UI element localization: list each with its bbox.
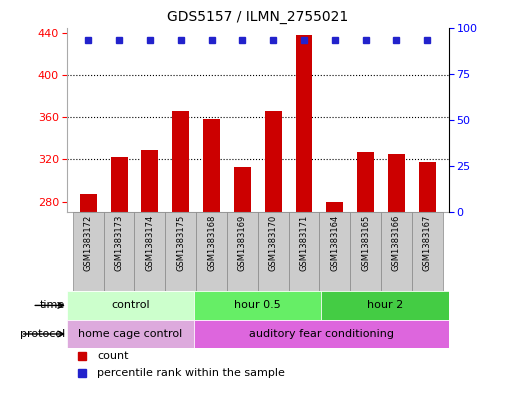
Bar bbox=[67, 291, 194, 320]
Bar bbox=[172, 111, 189, 212]
Text: GSM1383173: GSM1383173 bbox=[114, 215, 124, 271]
Text: GSM1383172: GSM1383172 bbox=[84, 215, 93, 271]
Bar bbox=[104, 212, 134, 291]
Bar bbox=[388, 154, 405, 212]
Bar bbox=[194, 320, 449, 348]
Bar bbox=[196, 212, 227, 291]
Bar bbox=[165, 212, 196, 291]
Bar bbox=[350, 212, 381, 291]
Bar bbox=[289, 212, 320, 291]
Text: time: time bbox=[40, 300, 65, 310]
Text: GSM1383175: GSM1383175 bbox=[176, 215, 185, 271]
Bar bbox=[142, 150, 159, 212]
Bar bbox=[67, 320, 194, 348]
Text: GSM1383166: GSM1383166 bbox=[392, 215, 401, 271]
Text: protocol: protocol bbox=[19, 329, 65, 339]
Bar bbox=[258, 212, 289, 291]
Text: GSM1383164: GSM1383164 bbox=[330, 215, 339, 271]
Text: GSM1383171: GSM1383171 bbox=[300, 215, 308, 271]
Bar bbox=[234, 167, 251, 212]
Text: hour 2: hour 2 bbox=[367, 300, 403, 310]
Bar bbox=[203, 119, 220, 212]
Bar bbox=[80, 194, 97, 212]
Text: GSM1383169: GSM1383169 bbox=[238, 215, 247, 271]
Bar bbox=[134, 212, 165, 291]
Text: percentile rank within the sample: percentile rank within the sample bbox=[97, 367, 285, 378]
Text: GSM1383174: GSM1383174 bbox=[145, 215, 154, 271]
Bar bbox=[419, 162, 436, 212]
Bar bbox=[73, 212, 104, 291]
Text: GSM1383167: GSM1383167 bbox=[423, 215, 432, 271]
Bar bbox=[322, 291, 449, 320]
Text: hour 0.5: hour 0.5 bbox=[234, 300, 281, 310]
Bar bbox=[194, 291, 322, 320]
Bar bbox=[381, 212, 412, 291]
Title: GDS5157 / ILMN_2755021: GDS5157 / ILMN_2755021 bbox=[167, 10, 348, 24]
Text: GSM1383168: GSM1383168 bbox=[207, 215, 216, 271]
Text: GSM1383165: GSM1383165 bbox=[361, 215, 370, 271]
Text: count: count bbox=[97, 351, 129, 360]
Bar bbox=[295, 35, 312, 212]
Bar bbox=[111, 157, 128, 212]
Text: auditory fear conditioning: auditory fear conditioning bbox=[249, 329, 394, 339]
Bar bbox=[320, 212, 350, 291]
Bar bbox=[357, 152, 374, 212]
Bar bbox=[227, 212, 258, 291]
Text: GSM1383170: GSM1383170 bbox=[269, 215, 278, 271]
Bar bbox=[326, 202, 343, 212]
Text: control: control bbox=[111, 300, 150, 310]
Text: home cage control: home cage control bbox=[78, 329, 183, 339]
Bar bbox=[412, 212, 443, 291]
Bar bbox=[265, 111, 282, 212]
